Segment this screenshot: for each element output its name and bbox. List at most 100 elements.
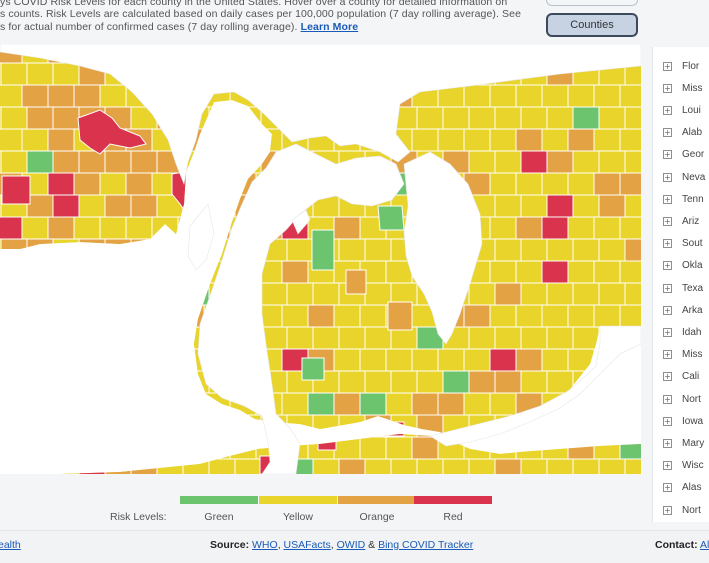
county-cell[interactable]	[572, 458, 600, 474]
county-cell[interactable]	[52, 458, 80, 474]
county-cell[interactable]	[442, 458, 470, 474]
county-cell[interactable]	[229, 436, 257, 460]
county-cell[interactable]	[364, 414, 392, 438]
expand-plus-icon[interactable]: +	[663, 372, 672, 382]
county-cell[interactable]	[338, 238, 366, 262]
states-toggle-button[interactable]	[546, 0, 638, 6]
county-cell[interactable]	[624, 282, 641, 306]
county-cell[interactable]	[593, 260, 621, 284]
county-cell[interactable]	[489, 84, 517, 108]
county-cell[interactable]	[520, 194, 548, 218]
county-cell[interactable]	[52, 326, 80, 350]
state-row[interactable]: + Sout	[663, 233, 709, 255]
county-cell[interactable]	[177, 436, 205, 460]
county-cell[interactable]	[151, 392, 179, 416]
county-cell[interactable]	[442, 106, 470, 130]
county-cell[interactable]	[515, 304, 543, 328]
county-cell[interactable]	[208, 150, 236, 174]
county-cell[interactable]	[78, 150, 106, 174]
county-cell[interactable]	[468, 106, 496, 130]
county-cell[interactable]	[130, 150, 158, 174]
county-cluster[interactable]	[377, 421, 405, 437]
county-cell[interactable]	[0, 326, 28, 350]
county-cell[interactable]	[546, 414, 574, 438]
county-cell[interactable]	[0, 348, 23, 372]
county-cell[interactable]	[489, 260, 517, 284]
county-cell[interactable]	[619, 304, 641, 328]
county-cell[interactable]	[47, 84, 75, 108]
county-cell[interactable]	[125, 260, 153, 284]
footer-health-link[interactable]: ealth	[0, 539, 21, 551]
county-cell[interactable]	[515, 216, 543, 240]
county-cell[interactable]	[364, 238, 392, 262]
county-cell[interactable]	[515, 348, 543, 372]
county-cell[interactable]	[52, 62, 80, 86]
expand-plus-icon[interactable]: +	[663, 461, 672, 471]
county-cell[interactable]	[489, 436, 517, 460]
county-cell[interactable]	[104, 458, 132, 474]
county-cell[interactable]	[489, 392, 517, 416]
county-cell[interactable]	[494, 282, 522, 306]
county-map-svg[interactable]	[0, 44, 641, 474]
county-cell[interactable]	[99, 304, 127, 328]
county-cell[interactable]	[156, 326, 184, 350]
county-cell[interactable]	[572, 414, 600, 438]
county-cell[interactable]	[598, 458, 626, 474]
county-cluster[interactable]	[61, 401, 93, 421]
county-cell[interactable]	[572, 282, 600, 306]
county-cell[interactable]	[494, 150, 522, 174]
county-cluster[interactable]	[377, 205, 405, 231]
county-cell[interactable]	[26, 326, 54, 350]
county-cell[interactable]	[541, 172, 569, 196]
county-cell[interactable]	[26, 150, 54, 174]
county-cell[interactable]	[47, 260, 75, 284]
county-cluster[interactable]	[155, 353, 179, 377]
county-cell[interactable]	[567, 172, 595, 196]
county-cell[interactable]	[78, 370, 106, 394]
county-cell[interactable]	[73, 216, 101, 240]
county-cell[interactable]	[182, 414, 210, 438]
county-cell[interactable]	[364, 370, 392, 394]
county-cell[interactable]	[598, 282, 626, 306]
county-cell[interactable]	[364, 326, 392, 350]
county-cell[interactable]	[359, 304, 387, 328]
county-cell[interactable]	[494, 106, 522, 130]
county-cell[interactable]	[541, 260, 569, 284]
county-cell[interactable]	[572, 326, 600, 350]
county-cell[interactable]	[73, 172, 101, 196]
county-cell[interactable]	[286, 326, 314, 350]
state-row[interactable]: + Nort	[663, 388, 709, 410]
county-cell[interactable]	[52, 106, 80, 130]
expand-plus-icon[interactable]: +	[663, 172, 672, 182]
county-cell[interactable]	[520, 370, 548, 394]
county-cell[interactable]	[598, 238, 626, 262]
county-cell[interactable]	[359, 348, 387, 372]
county-cell[interactable]	[338, 414, 366, 438]
county-cell[interactable]	[598, 106, 626, 130]
counties-toggle-button[interactable]: Counties	[546, 13, 638, 37]
county-cell[interactable]	[104, 238, 132, 262]
county-cell[interactable]	[567, 216, 595, 240]
county-cell[interactable]	[234, 106, 262, 130]
expand-plus-icon[interactable]: +	[663, 483, 672, 493]
county-cell[interactable]	[156, 282, 184, 306]
county-cell[interactable]	[312, 282, 340, 306]
county-cell[interactable]	[312, 458, 340, 474]
county-cell[interactable]	[541, 128, 569, 152]
county-cell[interactable]	[255, 128, 283, 152]
county-cell[interactable]	[463, 348, 491, 372]
county-cell[interactable]	[156, 458, 184, 474]
county-cell[interactable]	[598, 370, 626, 394]
expand-plus-icon[interactable]: +	[663, 83, 672, 93]
county-cell[interactable]	[468, 150, 496, 174]
county-cell[interactable]	[390, 414, 418, 438]
state-row[interactable]: + Loui	[663, 99, 709, 121]
expand-plus-icon[interactable]: +	[663, 283, 672, 293]
county-cell[interactable]	[104, 194, 132, 218]
county-cell[interactable]	[104, 370, 132, 394]
county-cell[interactable]	[0, 216, 23, 240]
state-row[interactable]: + Geor	[663, 144, 709, 166]
county-cell[interactable]	[515, 436, 543, 460]
county-cell[interactable]	[520, 282, 548, 306]
county-cell[interactable]	[21, 348, 49, 372]
